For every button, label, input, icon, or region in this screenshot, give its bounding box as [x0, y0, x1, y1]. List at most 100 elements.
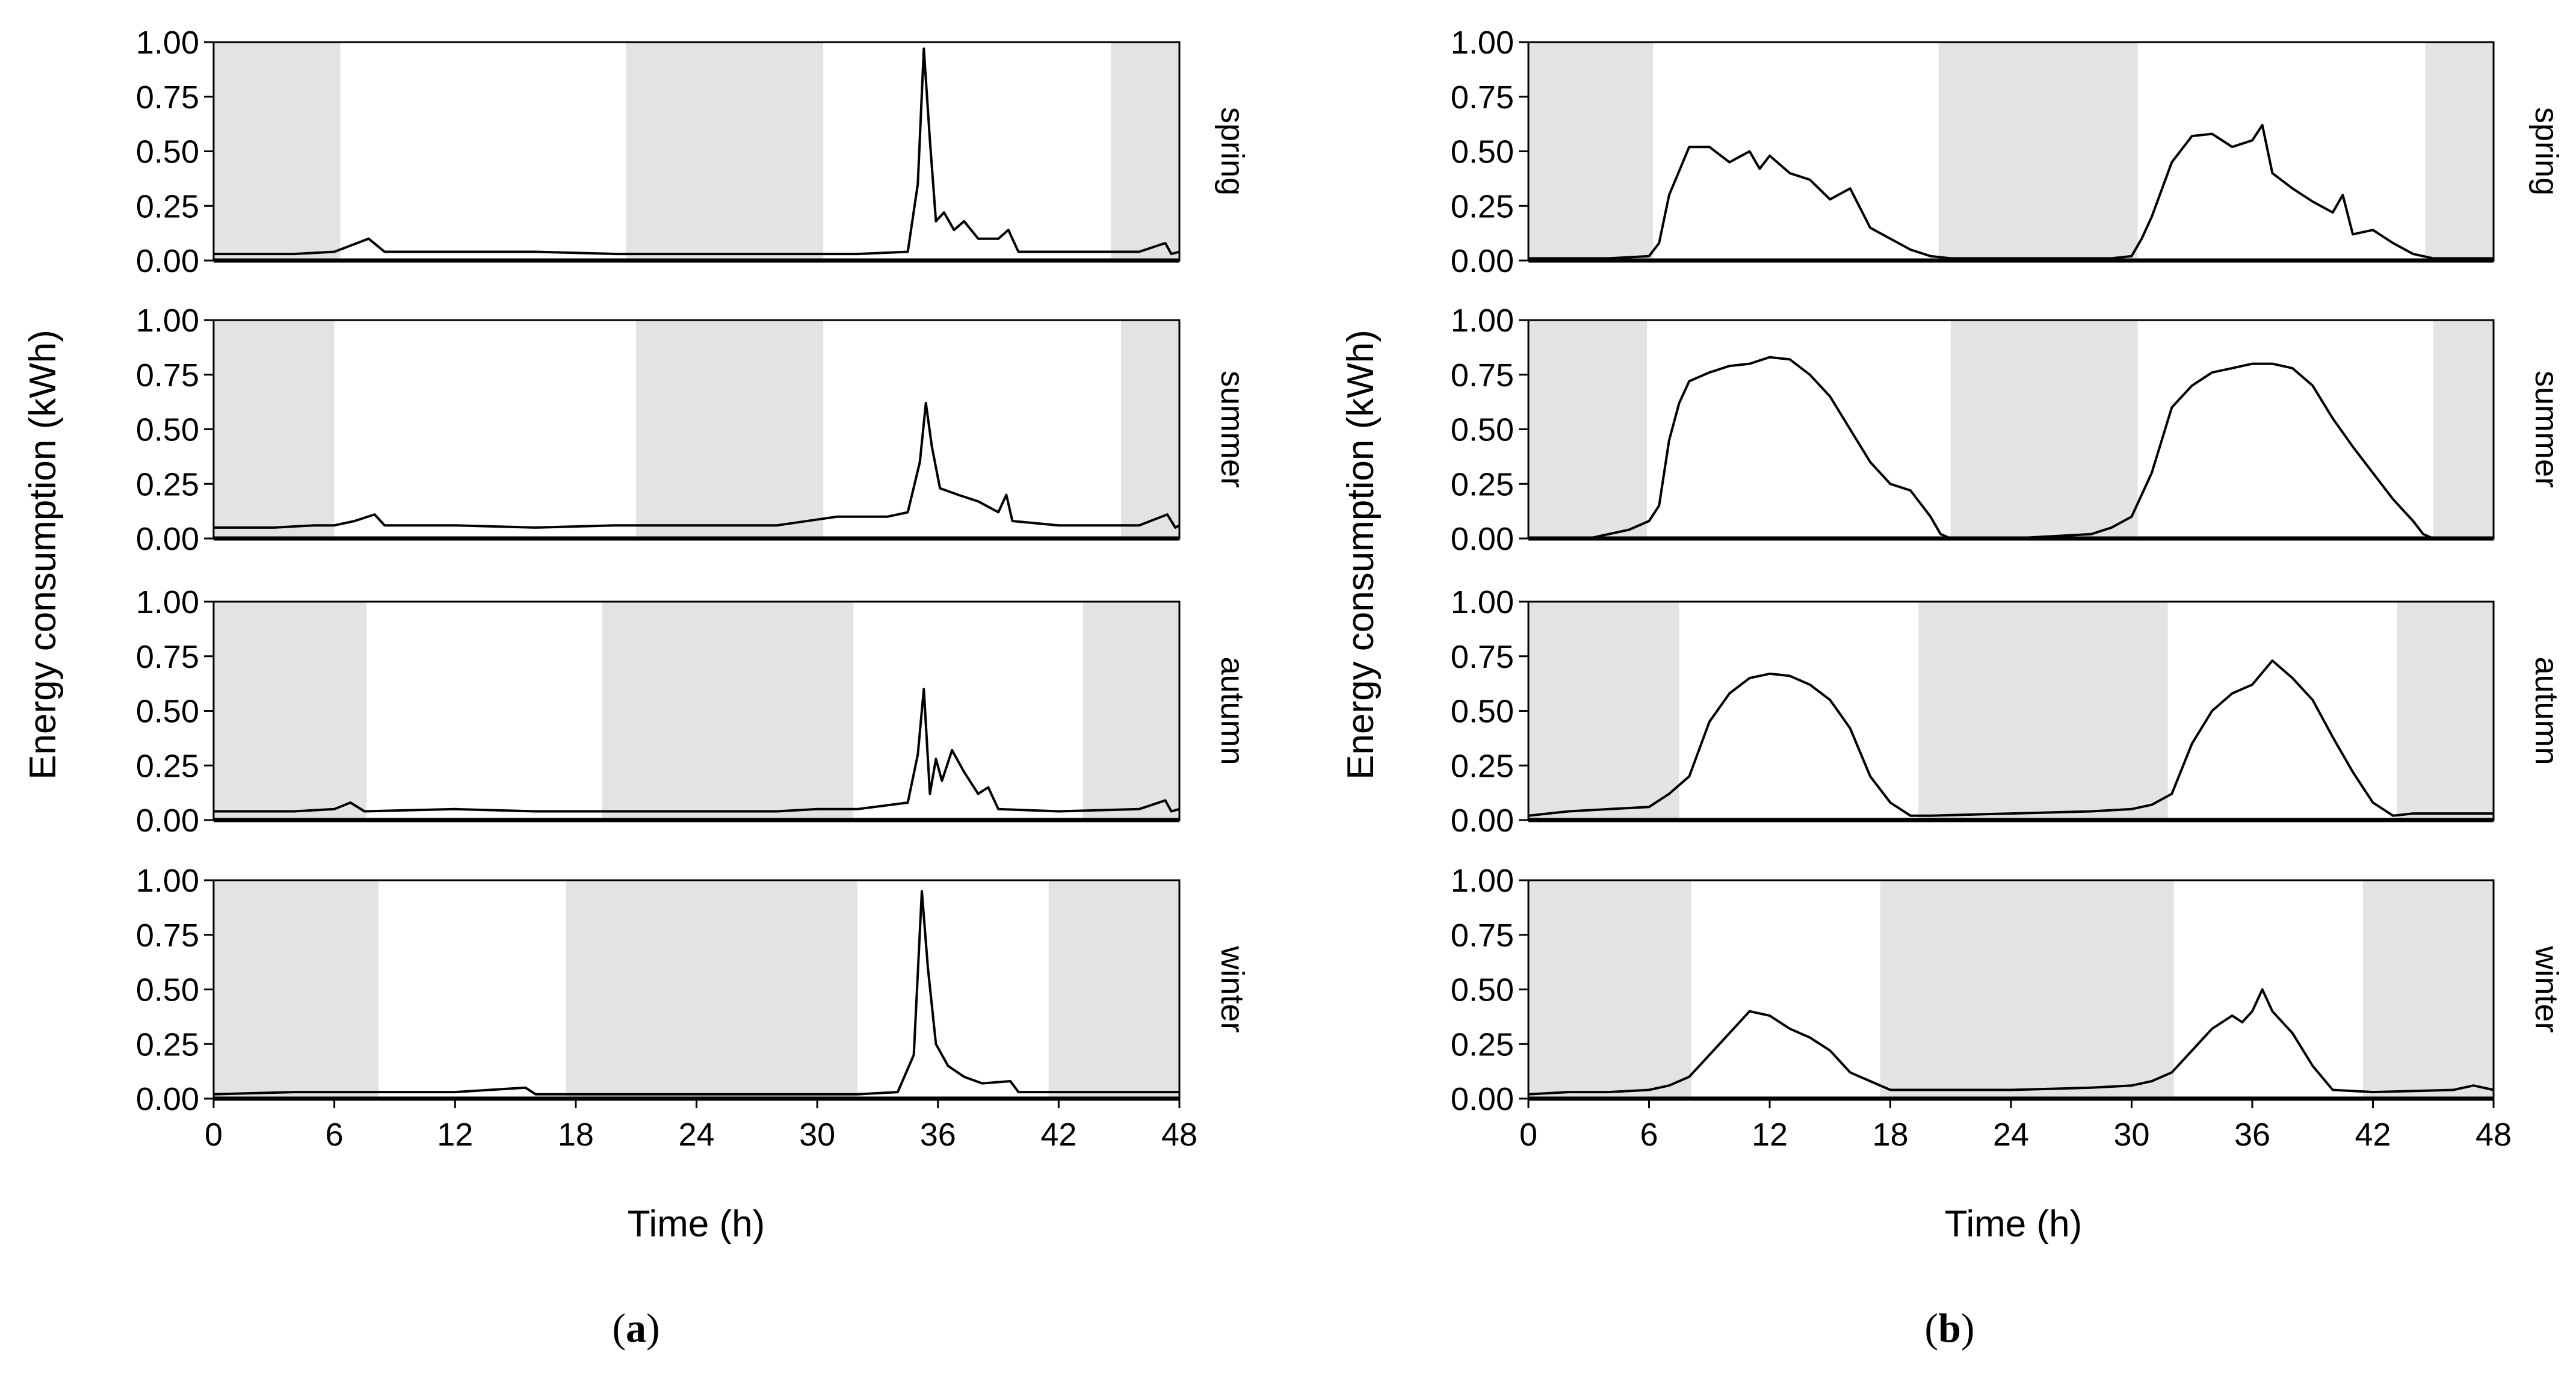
xtick-label-a-7: 42	[1040, 1117, 1076, 1153]
facet-a-spring: 0.00 0.25 0.50 0.75 1.00 spring	[136, 25, 1250, 279]
ylabel-b: Energy consumption (kWh)	[1340, 330, 1382, 780]
night-band-b-winter-0	[1528, 880, 1691, 1099]
night-band-a-winter-1	[566, 880, 857, 1099]
ytick-label-a-summer-0: 0.00	[136, 521, 199, 557]
night-band-a-autumn-2	[1083, 602, 1179, 820]
ytick-label-b-summer-0: 0.00	[1451, 521, 1514, 557]
ytick-label-a-autumn-3: 0.75	[136, 639, 199, 675]
xtick-label-b-7: 42	[2355, 1117, 2391, 1153]
night-band-b-autumn-1	[1918, 602, 2168, 820]
ylabel-a: Energy consumption (kWh)	[22, 330, 64, 780]
ytick-label-b-spring-2: 0.50	[1451, 134, 1514, 170]
xtick-label-b-8: 48	[2476, 1117, 2512, 1153]
xtick-label-a-6: 36	[920, 1117, 956, 1153]
strip-label-b-spring: spring	[2528, 107, 2565, 196]
panel-a: Energy consumption (kWh) Time (h) (a)	[22, 330, 765, 1351]
night-band-b-summer-1	[1950, 320, 2138, 538]
night-band-b-winter-1	[1880, 880, 2174, 1099]
xtick-label-b-4: 24	[1993, 1117, 2029, 1153]
ytick-label-b-autumn-4: 1.00	[1451, 584, 1514, 620]
ytick-label-b-summer-2: 0.50	[1451, 412, 1514, 448]
ytick-label-a-spring-4: 1.00	[136, 25, 199, 61]
night-band-b-summer-2	[2433, 320, 2494, 538]
ytick-label-a-winter-2: 0.50	[136, 972, 199, 1008]
night-band-a-summer-2	[1121, 320, 1179, 538]
night-band-b-winter-2	[2362, 880, 2494, 1099]
ytick-label-b-summer-3: 0.75	[1451, 357, 1514, 393]
series-line-b-autumn	[1528, 659, 2494, 817]
facet-b-summer: 0.00 0.25 0.50 0.75 1.00 summer	[1451, 303, 2565, 557]
night-band-b-spring-0	[1528, 42, 1654, 261]
facet-b-autumn: 0.00 0.25 0.50 0.75 1.00 autumn	[1451, 584, 2565, 839]
night-band-b-spring-1	[1938, 42, 2138, 261]
ytick-label-b-winter-2: 0.50	[1451, 972, 1514, 1008]
night-band-a-spring-1	[626, 42, 824, 261]
ytick-label-a-autumn-4: 1.00	[136, 584, 199, 620]
night-band-b-summer-0	[1528, 320, 1648, 538]
xtick-label-b-3: 18	[1872, 1117, 1908, 1153]
panel-b: Energy consumption (kWh) Time (h) (b)	[1340, 330, 2082, 1351]
facet-a-winter: 0.00 0.25 0.50 0.75 1.00 winter 0 6 12 18 24 30 36 42…	[136, 863, 1250, 1153]
xtick-label-a-0: 0	[205, 1117, 223, 1153]
xtick-label-a-1: 6	[326, 1117, 344, 1153]
strip-label-a-summer: summer	[1214, 371, 1250, 488]
xtick-label-b-1: 6	[1640, 1117, 1658, 1153]
xtick-label-b-2: 12	[1752, 1117, 1788, 1153]
xtick-label-a-4: 24	[678, 1117, 714, 1153]
xtick-label-a-5: 30	[799, 1117, 835, 1153]
xtick-label-b-5: 30	[2113, 1117, 2149, 1153]
strip-label-b-autumn: autumn	[2528, 656, 2565, 765]
ytick-label-a-winter-3: 0.75	[136, 918, 199, 954]
ytick-label-a-summer-4: 1.00	[136, 303, 199, 339]
series-line-b-spring	[1528, 123, 2494, 260]
ytick-label-b-spring-1: 0.25	[1451, 188, 1514, 224]
night-band-a-autumn-1	[602, 602, 854, 820]
night-band-a-spring-0	[214, 42, 341, 261]
series-line-b-winter	[1528, 988, 2494, 1096]
ytick-label-a-summer-3: 0.75	[136, 357, 199, 393]
night-band-b-autumn-0	[1528, 602, 1679, 820]
night-band-a-winter-2	[1048, 880, 1179, 1099]
ytick-label-a-spring-1: 0.25	[136, 188, 199, 224]
night-band-a-autumn-0	[214, 602, 367, 820]
night-band-b-autumn-2	[2397, 602, 2494, 820]
ytick-label-a-summer-1: 0.25	[136, 466, 199, 502]
ytick-label-a-spring-3: 0.75	[136, 79, 199, 116]
ytick-label-b-autumn-2: 0.50	[1451, 694, 1514, 730]
ytick-label-b-winter-3: 0.75	[1451, 918, 1514, 954]
series-line-a-spring	[214, 47, 1180, 256]
ytick-label-a-summer-2: 0.50	[136, 412, 199, 448]
night-band-a-spring-2	[1111, 42, 1179, 261]
series-line-a-winter	[213, 890, 1179, 1096]
ytick-label-b-winter-0: 0.00	[1451, 1081, 1514, 1117]
strip-label-b-winter: winter	[2528, 945, 2565, 1032]
xtick-label-b-6: 36	[2234, 1117, 2270, 1153]
series-line-a-summer	[214, 401, 1180, 529]
ytick-label-b-summer-4: 1.00	[1451, 303, 1514, 339]
ytick-label-b-spring-0: 0.00	[1451, 243, 1514, 279]
xlabel-a: Time (h)	[628, 1203, 765, 1245]
panel-label-a: (a)	[612, 1305, 659, 1351]
facet-a-autumn: 0.00 0.25 0.50 0.75 1.00 autumn	[136, 584, 1250, 839]
night-band-a-summer-1	[636, 320, 824, 538]
panel-label-b: (b)	[1924, 1305, 1974, 1351]
ytick-label-a-spring-0: 0.00	[136, 243, 199, 279]
ytick-label-b-summer-1: 0.25	[1451, 466, 1514, 502]
ytick-label-b-spring-3: 0.75	[1451, 79, 1514, 116]
ytick-label-a-winter-0: 0.00	[136, 1081, 199, 1117]
ytick-label-a-autumn-0: 0.00	[136, 803, 199, 839]
strip-label-a-winter: winter	[1214, 945, 1250, 1032]
strip-label-a-autumn: autumn	[1214, 656, 1250, 765]
series-line-a-autumn	[214, 688, 1180, 813]
night-band-a-winter-0	[214, 880, 379, 1099]
ytick-label-b-autumn-1: 0.25	[1451, 748, 1514, 784]
panel-letter-b: b	[1938, 1305, 1961, 1351]
ytick-label-b-autumn-3: 0.75	[1451, 639, 1514, 675]
ytick-label-b-spring-4: 1.00	[1451, 25, 1514, 61]
xtick-label-a-3: 18	[558, 1117, 594, 1153]
strip-label-a-spring: spring	[1214, 107, 1250, 196]
facet-b-spring: 0.00 0.25 0.50 0.75 1.00 spring	[1451, 25, 2565, 279]
xtick-label-b-0: 0	[1519, 1117, 1537, 1153]
strip-label-b-summer: summer	[2528, 371, 2565, 488]
ytick-label-a-winter-1: 0.25	[136, 1026, 199, 1063]
